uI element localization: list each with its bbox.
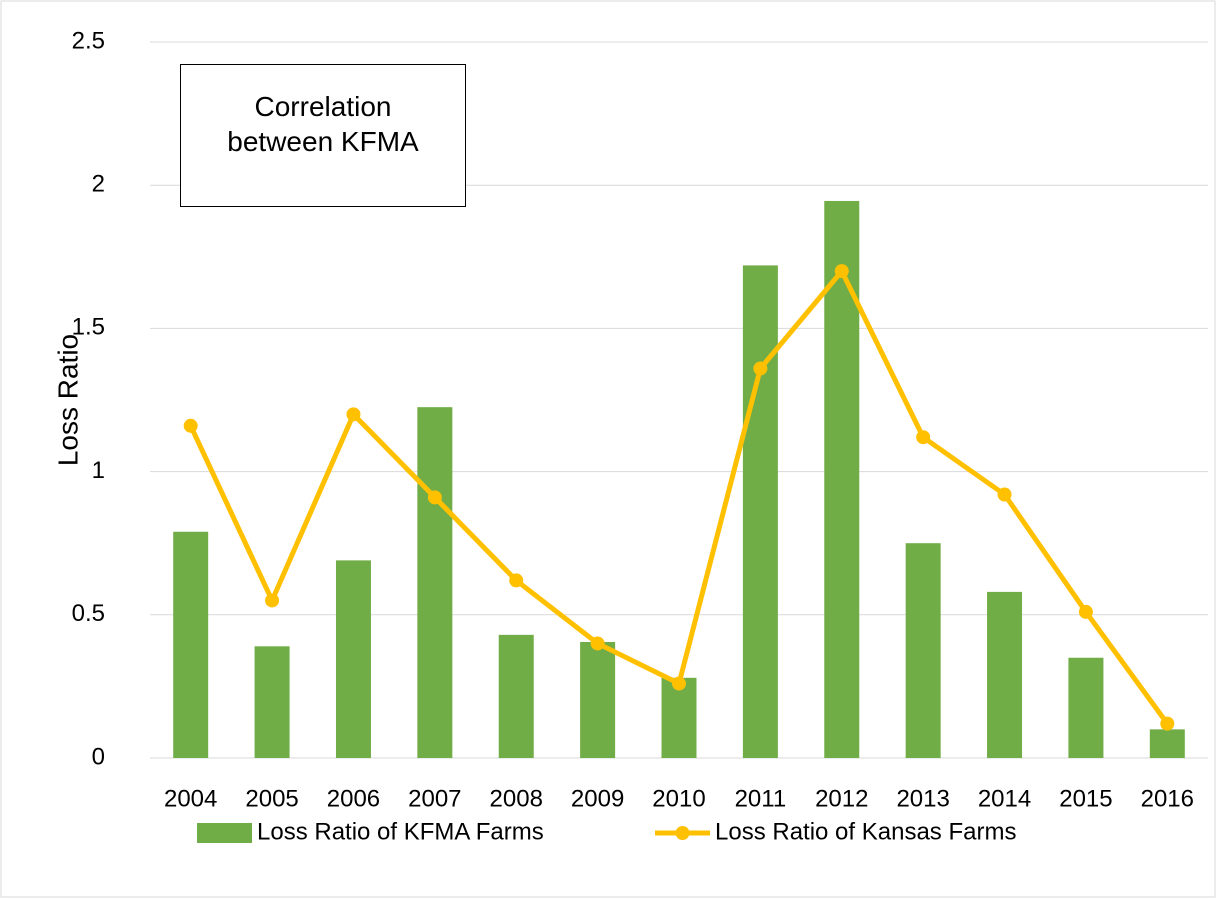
line-marker: [1160, 716, 1175, 731]
bar: [661, 677, 697, 758]
legend-swatch: [675, 826, 690, 840]
bar: [173, 531, 209, 758]
y-tick-label: 2: [92, 171, 105, 198]
legend-label: Loss Ratio of KFMA Farms: [257, 818, 544, 845]
bar: [254, 646, 290, 758]
x-tick-label: 2010: [652, 785, 705, 812]
x-tick-label: 2006: [327, 785, 380, 812]
line-marker: [997, 487, 1012, 502]
y-tick-label: 0: [92, 743, 105, 770]
bar: [335, 560, 371, 758]
bar: [905, 543, 941, 758]
line-marker: [834, 264, 849, 279]
bar: [1149, 729, 1185, 758]
annotation: Correlation between KFMA: [180, 64, 466, 207]
y-tick-label: 2.5: [72, 27, 105, 54]
x-tick-label: 2014: [978, 785, 1031, 812]
x-tick-label: 2015: [1059, 785, 1112, 812]
y-tick-label: 0.5: [72, 600, 105, 627]
x-tick-label: 2008: [490, 785, 543, 812]
legend-swatch: [197, 823, 252, 843]
line-marker: [753, 361, 768, 376]
x-tick-label: 2011: [735, 785, 787, 812]
line-marker: [346, 407, 361, 422]
bar: [498, 634, 534, 758]
line-marker: [916, 430, 931, 445]
legend-label: Loss Ratio of Kansas Farms: [715, 818, 1016, 845]
y-tick-label: 1: [92, 457, 105, 484]
x-tick-label: 2013: [896, 785, 949, 812]
line-marker: [672, 676, 686, 691]
line-marker: [590, 636, 605, 651]
y-axis-label: Loss Ratio: [52, 334, 83, 466]
line-marker: [509, 573, 524, 588]
y-tick-label: 1.5: [72, 314, 105, 341]
bar: [417, 407, 453, 758]
bar: [580, 642, 616, 758]
line-marker: [183, 418, 198, 433]
line-marker: [427, 490, 442, 505]
x-tick-label: 2009: [571, 785, 624, 812]
x-tick-label: 2016: [1141, 785, 1194, 812]
x-tick-label: 2007: [408, 785, 461, 812]
x-tick-label: 2005: [245, 785, 298, 812]
line-marker: [265, 593, 280, 608]
line-marker: [1078, 604, 1093, 619]
bar: [987, 591, 1023, 758]
bar: [742, 265, 778, 758]
x-tick-label: 2004: [164, 785, 217, 812]
x-tick-label: 2012: [815, 785, 868, 812]
bar: [1068, 657, 1104, 758]
